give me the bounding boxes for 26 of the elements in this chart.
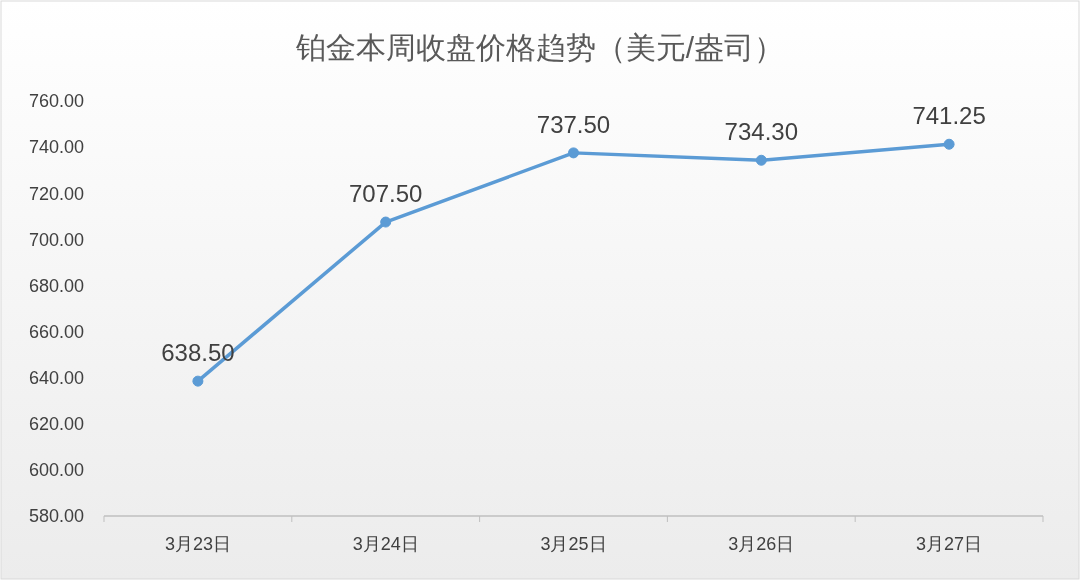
y-tick-label: 720.00 bbox=[28, 183, 84, 204]
y-tick-label: 760.00 bbox=[28, 91, 84, 112]
point bbox=[755, 154, 767, 166]
y-tick-label: 680.00 bbox=[28, 275, 84, 296]
text: 734.30 bbox=[724, 118, 798, 146]
text: 741.25 bbox=[912, 102, 986, 130]
y-tick-label: 740.00 bbox=[28, 137, 84, 158]
y-tick-label: 600.00 bbox=[28, 460, 84, 481]
y-tick-label: 700.00 bbox=[28, 229, 84, 250]
y-tick-label: 660.00 bbox=[28, 321, 84, 342]
x-tick-label: 3月27日 bbox=[916, 534, 983, 554]
chart-title: 铂金本周收盘价格趋势（美元/盎司） bbox=[294, 31, 785, 64]
text: 638.50 bbox=[161, 339, 235, 367]
x-tick-label: 3月23日 bbox=[164, 534, 231, 554]
point bbox=[192, 375, 204, 387]
x-tick-label: 3月25日 bbox=[540, 534, 607, 554]
text: 707.50 bbox=[349, 180, 423, 208]
y-tick-label: 580.00 bbox=[28, 506, 84, 527]
y-tick-label: 640.00 bbox=[28, 367, 84, 388]
x-tick-label: 3月24日 bbox=[352, 534, 419, 554]
point bbox=[380, 216, 392, 228]
x-tick-label: 3月26日 bbox=[728, 534, 795, 554]
text: 737.50 bbox=[536, 110, 611, 138]
point bbox=[943, 138, 955, 150]
point bbox=[568, 147, 579, 159]
y-tick-label: 620.00 bbox=[28, 414, 84, 435]
